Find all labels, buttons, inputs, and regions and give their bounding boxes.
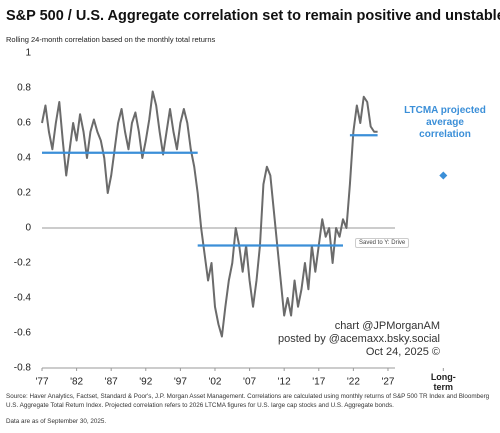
x-tick-label: '92	[139, 377, 152, 388]
watermark: Oct 24, 2025 ©	[365, 346, 440, 358]
x-tick-label: '27	[381, 377, 394, 388]
y-tick-label: 1	[25, 48, 31, 59]
x-tick-label: '82	[70, 377, 83, 388]
y-tick-label: -0.2	[14, 258, 32, 269]
y-tick-label: 0.2	[17, 188, 31, 199]
x-tick-label: '97	[174, 377, 187, 388]
watermark: chart @JPMorganAM	[334, 320, 440, 332]
x-tick-label: '87	[105, 377, 118, 388]
data-note: Data are as of September 30, 2025.	[6, 418, 107, 425]
y-tick-label: -0.6	[14, 328, 32, 339]
projection-marker	[439, 171, 448, 180]
source-note: Source: Haver Analytics, Factset, Standa…	[6, 393, 490, 409]
tooltip: Saved to Y: Drive	[355, 238, 410, 248]
projection-label: LTCMA projected average correlation	[404, 105, 486, 140]
correlation-line	[41, 90, 378, 338]
x-tick-label: '22	[347, 377, 360, 388]
chart-subtitle: Rolling 24-month correlation based on th…	[6, 35, 216, 44]
x-tick-label: '17	[312, 377, 325, 388]
y-tick-label: 0	[25, 223, 31, 234]
x-tick-label: '77	[35, 377, 48, 388]
x-tick-label: '12	[278, 377, 291, 388]
y-tick-label: 0.8	[17, 83, 31, 94]
chart-title: S&P 500 / U.S. Aggregate correlation set…	[6, 8, 500, 24]
y-tick-label: -0.8	[14, 363, 32, 374]
x-tick-label: Long-term	[430, 372, 456, 392]
y-tick-label: 0.4	[17, 153, 31, 164]
x-tick-label: '07	[243, 377, 256, 388]
watermark: posted by @acemaxx.bsky.social	[278, 333, 440, 345]
x-tick-label: '02	[208, 377, 221, 388]
y-tick-label: -0.4	[14, 293, 32, 304]
y-tick-label: 0.6	[17, 118, 31, 129]
